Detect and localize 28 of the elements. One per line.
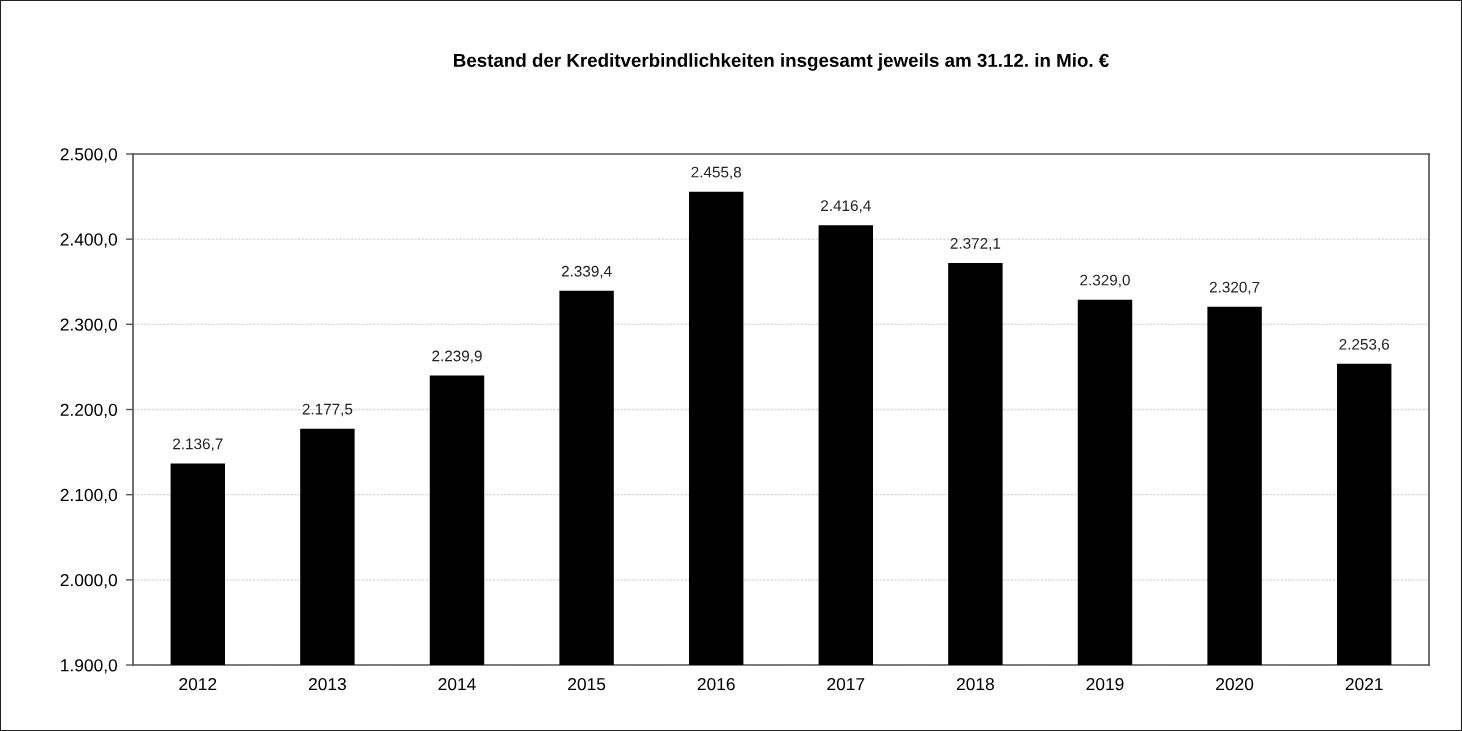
data-label: 2.455,8: [691, 166, 742, 180]
data-label: 2.416,4: [821, 200, 871, 213]
x-tick-label: 2016: [697, 677, 735, 691]
y-tick-label: 2.300,0: [60, 318, 118, 333]
data-label: 2.339,4: [561, 265, 612, 279]
data-label: 2.177,5: [302, 403, 353, 417]
x-tick-label: 2018: [956, 677, 994, 691]
data-label: 2.253,6: [1339, 338, 1390, 352]
x-tick-label: 2019: [1086, 677, 1124, 691]
x-tick-label: 2020: [1216, 677, 1254, 691]
x-tick-label: 2012: [179, 677, 217, 691]
data-label: 2.320,7: [1209, 281, 1260, 295]
x-tick-label: 2021: [1345, 677, 1383, 691]
data-label: 2.239,9: [432, 350, 482, 364]
x-tick-label: 2017: [827, 677, 865, 691]
data-label: 2.329,0: [1080, 274, 1130, 288]
x-tick-label: 2013: [308, 677, 346, 691]
x-tick-label: 2015: [568, 677, 606, 691]
data-label: 2.136,7: [173, 438, 223, 452]
data-label: 2.372,1: [950, 237, 1001, 251]
y-tick-label: 2.400,0: [60, 233, 118, 248]
y-tick-label: 2.200,0: [60, 403, 118, 419]
chart-title: Bestand der Kreditverbindlichkeiten insgesamt jeweils am 31.12. in Mio. €: [454, 53, 1109, 71]
y-tick-label: 1.900,0: [61, 659, 118, 674]
x-tick-label: 2014: [438, 677, 476, 691]
y-tick-label: 2.100,0: [60, 488, 118, 504]
y-tick-label: 2.500,0: [60, 148, 118, 163]
y-tick-label: 2.000,0: [60, 574, 118, 589]
